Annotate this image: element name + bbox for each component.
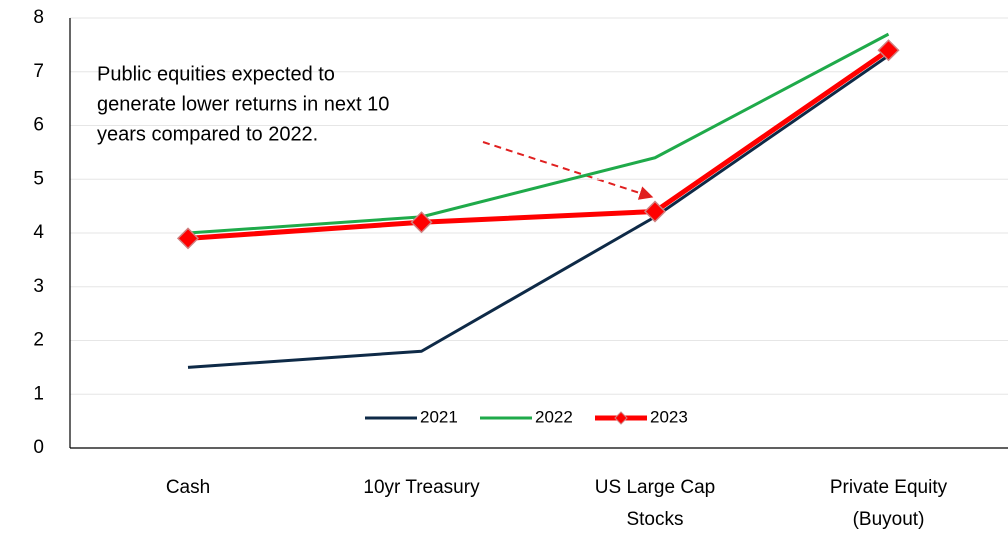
y-tick-label: 6 [33,115,44,136]
series-line [187,32,890,235]
x-tick-label: US Large Cap Stocks [595,477,715,530]
y-tick-label: 3 [33,276,44,297]
legend-label: 2022 [535,407,573,426]
point-marker [877,39,900,62]
legend-marker [614,411,628,425]
y-tick-label: 7 [33,61,44,82]
x-tick-label: Private Equity (Buyout) [830,477,948,530]
annotation-text: years compared to 2022. [97,123,318,145]
y-tick-label: 1 [33,383,44,404]
y-tick-label: 0 [33,437,44,458]
y-tick-label: 5 [33,168,44,189]
point-marker [410,211,433,234]
x-tick-label: Cash [166,477,210,498]
series-line [187,48,890,241]
point-marker [176,227,200,250]
point-marker [643,200,667,223]
y-tick-label: 2 [33,330,44,351]
annotation-arrow [482,141,654,200]
annotation-text: Public equities expected to [97,63,335,85]
y-tick-label: 8 [33,7,44,28]
x-tick-label: 10yr Treasury [363,477,480,498]
legend-label: 2021 [420,407,458,426]
y-tick-label: 4 [33,222,44,243]
series-line [187,54,890,369]
legend-label: 2023 [650,407,688,426]
annotation-text: generate lower returns in next 10 [97,93,389,115]
